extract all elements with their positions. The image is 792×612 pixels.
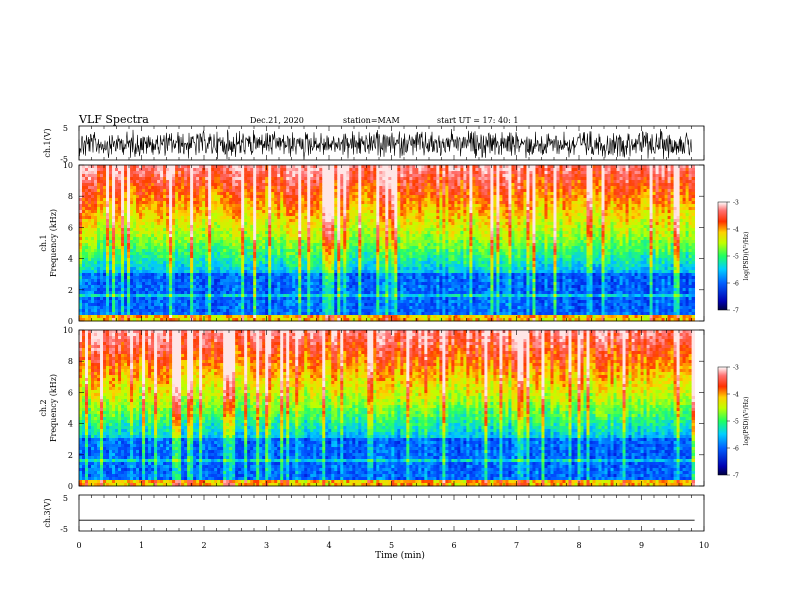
ch1-colorbar-ticks: -3 -4 -5 -6 -7 (727, 200, 739, 315)
frequency-tick-label: 4 (68, 255, 73, 264)
ch2-spectrogram-ylabel-channel: ch.2 (39, 399, 48, 416)
station-label: station=MAM (343, 116, 400, 125)
time-tick-label: 10 (699, 541, 709, 550)
ch3-waveform-panel: 5 -5 ch.3(V) (43, 494, 704, 534)
ch2-spectrogram-panel: 0 2 4 6 8 10 ch.2 Frequency (kHz) (39, 326, 704, 491)
time-tick-label: 8 (576, 541, 581, 550)
colorbar-tick-label: -3 (733, 365, 739, 372)
ch1-colorbar: -3 -4 -5 -6 -7 log(PSD)(V²/Hz) (718, 200, 750, 315)
time-tick-label: 0 (76, 541, 81, 550)
ch3-waveform-ticks (79, 495, 704, 531)
ch3-ytick-top: 5 (63, 494, 68, 503)
colorbar-tick-label: -7 (733, 473, 739, 480)
frequency-tick-label: 0 (68, 317, 73, 326)
time-tick-label: 7 (514, 541, 519, 550)
time-axis-label: Time (min) (375, 550, 425, 561)
ch2-colorbar-gradient (718, 367, 727, 475)
colorbar-tick-label: -6 (733, 446, 739, 453)
time-tick-label: 5 (389, 541, 394, 550)
frequency-tick-label: 8 (68, 357, 73, 366)
ch1-spectrogram-image (79, 165, 695, 321)
ch2-spectrogram-ylabel-frequency: Frequency (kHz) (49, 374, 58, 442)
frequency-tick-label: 2 (68, 451, 73, 460)
colorbar-tick-label: -5 (733, 254, 739, 261)
time-tick-label: 4 (326, 541, 331, 550)
ch1-waveform-panel: 5 -5 ch.1(V) (43, 124, 704, 164)
frequency-tick-label: 0 (68, 482, 73, 491)
time-tick-label: 6 (451, 541, 456, 550)
frequency-tick-label: 10 (63, 326, 73, 335)
frequency-tick-label: 8 (68, 192, 73, 201)
frequency-tick-label: 10 (63, 161, 73, 170)
ch1-colorbar-label: log(PSD)(V²/Hz) (743, 232, 750, 281)
date-label: Dec.21, 2020 (250, 116, 304, 125)
ch1-waveform-trace (79, 129, 692, 159)
vlf-spectra-figure: VLF Spectra Dec.21, 2020 station=MAM sta… (0, 0, 792, 612)
colorbar-tick-label: -6 (733, 281, 739, 288)
colorbar-tick-label: -5 (733, 419, 739, 426)
time-axis-tick-labels: 0 1 2 3 4 5 6 7 8 9 10 (76, 541, 709, 550)
ch3-waveform-ylabel: ch.3(V) (43, 498, 52, 527)
ch2-colorbar: -3 -4 -5 -6 -7 log(PSD)(V²/Hz) (718, 365, 750, 480)
ch1-spectrogram-ylabel-frequency: Frequency (kHz) (49, 209, 58, 277)
figure-title: VLF Spectra (78, 113, 149, 126)
ch2-spectrogram-image (79, 330, 695, 486)
frequency-tick-label: 2 (68, 286, 73, 295)
ch1-ytick-top: 5 (63, 124, 68, 133)
ch1-spectrogram-ylabel-channel: ch.1 (39, 234, 48, 251)
colorbar-tick-label: -4 (733, 227, 739, 234)
colorbar-tick-label: -4 (733, 392, 739, 399)
time-tick-label: 2 (201, 541, 206, 550)
ch1-waveform-ylabel: ch.1(V) (43, 128, 52, 157)
ch3-ytick-bottom: -5 (60, 525, 68, 534)
ch2-colorbar-label: log(PSD)(V²/Hz) (743, 397, 750, 446)
ch1-colorbar-gradient (718, 202, 727, 310)
time-tick-label: 9 (639, 541, 644, 550)
time-tick-label: 1 (139, 541, 144, 550)
ch2-colorbar-ticks: -3 -4 -5 -6 -7 (727, 365, 739, 480)
frequency-tick-label: 6 (68, 388, 73, 397)
ch1-spectrogram-panel: 0 2 4 6 8 10 ch.1 Frequency (kHz) (39, 161, 704, 326)
colorbar-tick-label: -7 (733, 308, 739, 315)
ch3-waveform-frame (79, 495, 704, 531)
frequency-tick-label: 4 (68, 420, 73, 429)
start-time-label: start UT = 17: 40: 1 (437, 116, 518, 125)
time-tick-label: 3 (264, 541, 269, 550)
ch1-waveform-path (79, 129, 692, 159)
colorbar-tick-label: -3 (733, 200, 739, 207)
frequency-tick-label: 6 (68, 223, 73, 232)
